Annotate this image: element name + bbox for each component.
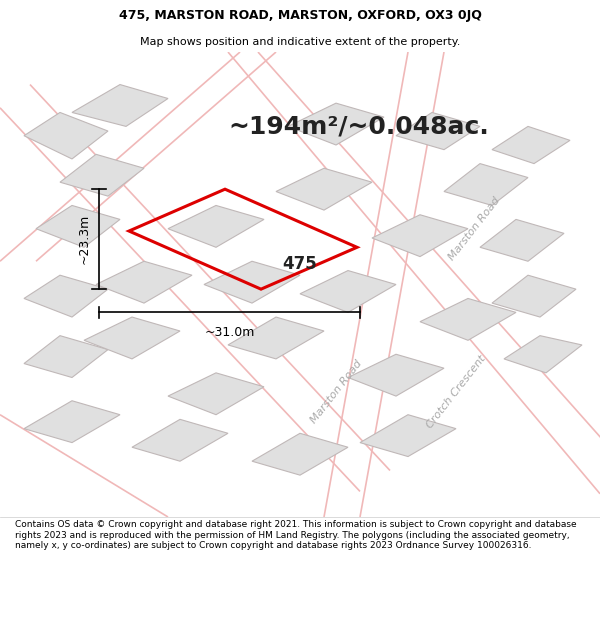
- Polygon shape: [24, 336, 108, 377]
- Text: ~194m²/~0.048ac.: ~194m²/~0.048ac.: [228, 115, 489, 139]
- Polygon shape: [24, 401, 120, 442]
- Polygon shape: [24, 112, 108, 159]
- Polygon shape: [60, 154, 144, 196]
- Polygon shape: [480, 219, 564, 261]
- Text: 475, MARSTON ROAD, MARSTON, OXFORD, OX3 0JQ: 475, MARSTON ROAD, MARSTON, OXFORD, OX3 …: [119, 9, 481, 22]
- Polygon shape: [204, 261, 300, 303]
- Text: Marston Road: Marston Road: [446, 195, 502, 262]
- Polygon shape: [288, 103, 384, 145]
- Polygon shape: [72, 84, 168, 126]
- Text: Marston Road: Marston Road: [308, 358, 364, 425]
- Polygon shape: [492, 275, 576, 317]
- Polygon shape: [504, 336, 582, 373]
- Polygon shape: [96, 261, 192, 303]
- Text: ~23.3m: ~23.3m: [77, 214, 91, 264]
- Polygon shape: [420, 299, 516, 340]
- Text: Crotch Crescent: Crotch Crescent: [425, 353, 487, 430]
- Text: 475: 475: [283, 254, 317, 272]
- Polygon shape: [228, 317, 324, 359]
- Polygon shape: [132, 419, 228, 461]
- Text: Map shows position and indicative extent of the property.: Map shows position and indicative extent…: [140, 38, 460, 48]
- Polygon shape: [24, 275, 108, 317]
- Polygon shape: [492, 126, 570, 164]
- Text: Contains OS data © Crown copyright and database right 2021. This information is : Contains OS data © Crown copyright and d…: [15, 520, 577, 550]
- Polygon shape: [360, 415, 456, 456]
- Polygon shape: [348, 354, 444, 396]
- Text: ~31.0m: ~31.0m: [205, 326, 254, 339]
- Polygon shape: [168, 373, 264, 415]
- Polygon shape: [252, 433, 348, 475]
- Polygon shape: [84, 317, 180, 359]
- Polygon shape: [396, 112, 480, 149]
- Polygon shape: [168, 206, 264, 248]
- Polygon shape: [372, 215, 468, 257]
- Polygon shape: [276, 168, 372, 210]
- Polygon shape: [444, 164, 528, 206]
- Polygon shape: [36, 206, 120, 248]
- Polygon shape: [300, 271, 396, 312]
